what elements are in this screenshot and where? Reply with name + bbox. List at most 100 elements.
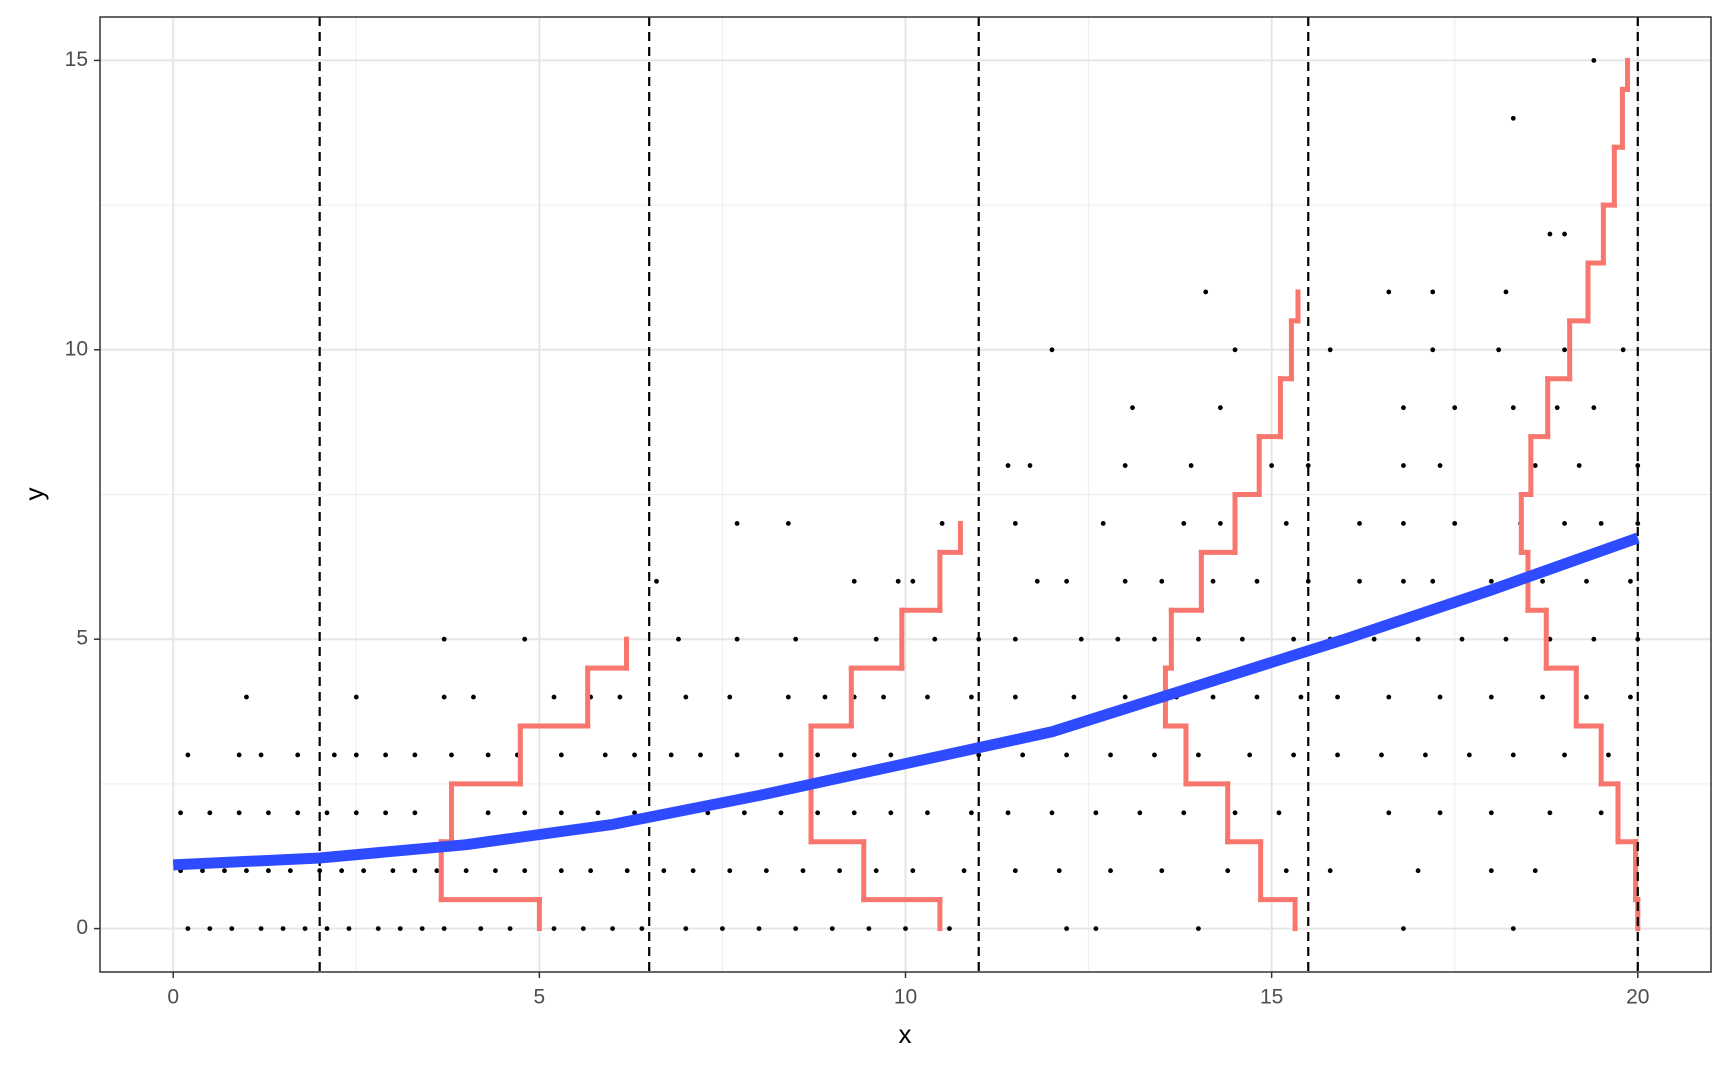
point bbox=[910, 578, 916, 584]
point bbox=[1196, 752, 1201, 758]
point bbox=[558, 752, 564, 758]
point bbox=[222, 868, 227, 874]
point bbox=[1108, 752, 1113, 758]
point bbox=[1401, 463, 1406, 468]
point bbox=[207, 810, 213, 816]
point bbox=[1049, 347, 1055, 353]
point bbox=[1005, 463, 1011, 468]
point bbox=[1108, 868, 1113, 874]
point bbox=[851, 752, 857, 758]
point bbox=[866, 926, 872, 931]
point bbox=[1152, 636, 1157, 642]
point bbox=[756, 926, 762, 931]
point bbox=[1562, 752, 1567, 758]
point bbox=[873, 636, 879, 642]
point bbox=[837, 868, 842, 874]
point bbox=[1591, 58, 1597, 63]
point bbox=[1305, 463, 1311, 468]
point bbox=[873, 868, 879, 874]
x-tick-label: 20 bbox=[1626, 986, 1649, 1009]
point bbox=[1159, 578, 1165, 584]
point bbox=[1628, 694, 1633, 700]
point bbox=[1020, 752, 1026, 758]
point bbox=[324, 810, 330, 816]
point bbox=[720, 926, 725, 931]
point bbox=[1379, 752, 1384, 758]
point bbox=[1276, 810, 1282, 816]
point bbox=[441, 636, 447, 642]
point bbox=[353, 810, 359, 816]
point bbox=[829, 926, 835, 931]
point bbox=[800, 868, 806, 874]
point bbox=[1305, 578, 1311, 584]
point bbox=[1217, 521, 1223, 526]
point bbox=[1159, 868, 1165, 874]
point bbox=[1034, 578, 1040, 584]
point bbox=[1562, 521, 1567, 526]
point bbox=[507, 926, 513, 931]
point bbox=[1635, 521, 1641, 526]
point bbox=[1012, 868, 1018, 874]
point bbox=[939, 521, 945, 526]
point bbox=[266, 810, 271, 816]
point bbox=[478, 926, 484, 931]
point bbox=[654, 578, 659, 584]
point bbox=[851, 578, 857, 584]
point bbox=[485, 810, 491, 816]
point bbox=[1335, 752, 1340, 758]
point bbox=[1137, 810, 1143, 816]
point bbox=[331, 752, 337, 758]
point bbox=[1503, 289, 1509, 295]
point bbox=[1459, 636, 1465, 642]
point bbox=[947, 926, 952, 931]
point bbox=[1606, 752, 1611, 758]
point bbox=[961, 868, 967, 874]
point bbox=[1503, 636, 1509, 642]
point bbox=[441, 694, 447, 700]
point bbox=[793, 636, 799, 642]
point bbox=[361, 868, 367, 874]
x-tick-label: 10 bbox=[894, 986, 917, 1009]
point bbox=[690, 868, 696, 874]
point bbox=[888, 810, 894, 816]
point bbox=[1540, 578, 1545, 584]
point bbox=[295, 752, 301, 758]
point bbox=[683, 694, 689, 700]
point bbox=[375, 926, 381, 931]
point bbox=[522, 868, 528, 874]
point bbox=[353, 752, 359, 758]
point bbox=[383, 752, 388, 758]
point bbox=[617, 694, 623, 700]
point bbox=[1210, 578, 1216, 584]
point bbox=[632, 810, 637, 816]
point bbox=[1203, 289, 1209, 295]
point bbox=[1188, 463, 1194, 468]
point bbox=[1012, 521, 1018, 526]
point bbox=[449, 752, 454, 758]
point bbox=[1049, 810, 1055, 816]
point bbox=[676, 636, 681, 642]
point bbox=[1181, 810, 1187, 816]
point bbox=[1620, 347, 1626, 353]
point bbox=[258, 926, 264, 931]
point bbox=[683, 926, 689, 931]
point bbox=[580, 926, 586, 931]
point bbox=[236, 752, 242, 758]
point bbox=[1554, 405, 1560, 411]
point bbox=[1115, 636, 1121, 642]
point bbox=[1371, 636, 1377, 642]
point bbox=[1152, 752, 1157, 758]
point bbox=[1452, 405, 1458, 411]
point bbox=[1335, 694, 1340, 700]
point bbox=[903, 926, 908, 931]
point bbox=[185, 752, 191, 758]
point bbox=[1437, 694, 1443, 700]
point bbox=[1576, 463, 1582, 468]
point bbox=[1562, 347, 1567, 353]
point bbox=[1437, 463, 1443, 468]
point bbox=[1401, 926, 1406, 931]
point bbox=[1217, 405, 1223, 411]
point bbox=[763, 868, 769, 874]
point bbox=[1510, 752, 1516, 758]
